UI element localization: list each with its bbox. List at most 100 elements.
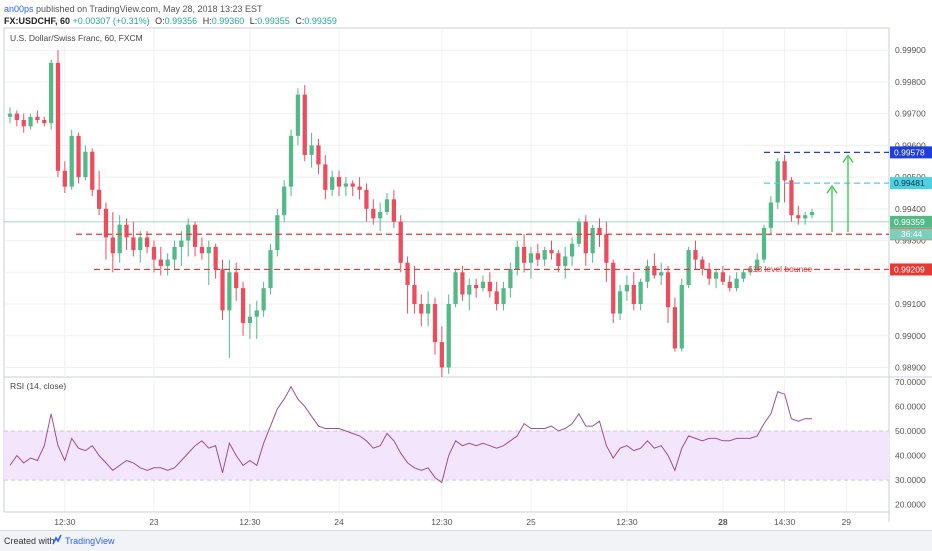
high-value: 0.99360 xyxy=(211,16,245,26)
candle-body xyxy=(14,113,19,121)
candle-body xyxy=(460,272,465,295)
candle-body xyxy=(761,227,767,260)
price-pane-title: U.S. Dollar/Swiss Franc, 60, FXCM xyxy=(10,33,143,43)
candle-body xyxy=(261,288,266,311)
publish-info: an00ps published on TradingView.com, May… xyxy=(4,4,263,14)
candle-body xyxy=(659,272,664,276)
candle-body xyxy=(144,237,150,247)
arrow-head xyxy=(826,185,838,194)
candle-body xyxy=(542,250,547,260)
candle-body xyxy=(357,186,362,190)
author-link[interactable]: an00ps xyxy=(4,4,34,14)
candle-body xyxy=(384,199,390,213)
candle-body xyxy=(631,284,636,305)
candle-body xyxy=(590,227,595,254)
candle-body xyxy=(151,246,157,260)
candle-body xyxy=(282,186,287,216)
close-label: C: xyxy=(295,16,305,26)
time-tick-label: 12:30 xyxy=(239,517,261,527)
footer-bar: Created with TradingView xyxy=(0,530,932,551)
last-price-label: 0.99359 xyxy=(894,217,925,227)
change-value: +0.00307 (+0.31%) xyxy=(72,16,150,26)
candle-body xyxy=(110,237,115,254)
candle-body xyxy=(316,145,321,165)
price-tick-label: 0.99000 xyxy=(895,331,926,341)
annotation-label: 618 level bounce xyxy=(748,264,813,274)
time-tick-label: 28 xyxy=(718,517,728,527)
candle-body xyxy=(432,304,438,343)
tradingview-link[interactable]: TradingView xyxy=(65,536,115,546)
candle-body xyxy=(49,62,54,124)
open-value: 0.99356 xyxy=(164,16,198,26)
candle-body xyxy=(103,208,109,238)
candle-body xyxy=(713,272,719,279)
rsi-pane-title: RSI (14, close) xyxy=(10,381,66,391)
candle-body xyxy=(576,221,582,244)
candle-body xyxy=(521,246,527,263)
time-tick-label: 24 xyxy=(334,517,344,527)
candle-body xyxy=(138,237,143,251)
candle-body xyxy=(268,250,273,289)
ohlc-legend: FX:USDCHF, 60 +0.00307 (+0.31%) O:0.9935… xyxy=(4,16,337,26)
candle-body xyxy=(35,116,40,121)
candle-body xyxy=(295,94,301,136)
level-price-tag xyxy=(890,146,932,159)
candle-body xyxy=(617,291,623,314)
candle-body xyxy=(398,221,403,263)
candle-body xyxy=(117,224,122,254)
rsi-tick-label: 40.0000 xyxy=(895,451,926,461)
rsi-tick-label: 70.0000 xyxy=(895,377,926,387)
close-value: 0.99359 xyxy=(304,16,337,26)
candle-body xyxy=(645,265,650,282)
candle-body xyxy=(220,269,225,311)
candle-body xyxy=(446,304,451,368)
candle-body xyxy=(405,262,410,285)
candle-body xyxy=(501,288,506,305)
candle-body xyxy=(508,269,513,289)
candle-body xyxy=(275,215,280,251)
candle-body xyxy=(350,183,355,187)
candle-body xyxy=(240,288,246,324)
price-chart[interactable]: 0.999000.998000.997000.996000.995000.994… xyxy=(0,0,932,530)
rsi-axis-ticks: 70.0000 60.0000 50.0000 40.0000 30.0000 20.00… xyxy=(895,377,926,510)
price-tick-label: 0.99100 xyxy=(895,299,926,309)
low-label: L: xyxy=(249,16,258,26)
candle-body xyxy=(426,304,431,314)
candle-body xyxy=(604,234,609,263)
candle-body xyxy=(227,272,232,311)
time-tick-label: 14:30 xyxy=(774,517,796,527)
candle-body xyxy=(569,243,575,257)
candle-body xyxy=(809,212,815,216)
price-tick-label: 0.99900 xyxy=(895,45,926,55)
candle-body xyxy=(741,272,746,279)
time-tick-label: 12:30 xyxy=(431,517,453,527)
candle-body xyxy=(528,253,534,263)
candle-body xyxy=(494,291,499,305)
candle-body xyxy=(803,215,808,219)
candle-body xyxy=(28,116,33,127)
candle-body xyxy=(7,113,13,117)
candle-body xyxy=(693,250,698,260)
candle-body xyxy=(473,284,479,289)
candle-body xyxy=(172,246,177,260)
level-price-tag xyxy=(890,263,932,276)
candle-body xyxy=(467,284,472,295)
countdown-tag xyxy=(890,228,932,240)
created-with-text: Created with xyxy=(4,536,55,546)
rsi-tick-label: 30.0000 xyxy=(895,475,926,485)
candle-body xyxy=(775,161,780,203)
candle-body xyxy=(796,215,801,219)
level-price-tag xyxy=(890,177,932,190)
time-tick-label: 23 xyxy=(149,517,159,527)
high-label: H: xyxy=(202,16,212,26)
candle-body xyxy=(412,284,417,305)
symbol-label: FX:USDCHF, 60 xyxy=(4,16,71,26)
price-axis-ticks: 0.999000.998000.997000.996000.995000.994… xyxy=(4,45,926,372)
candle-body xyxy=(234,272,239,289)
candle-body xyxy=(62,170,67,187)
price-tick-label: 0.99500 xyxy=(895,172,926,182)
candle-body xyxy=(371,208,376,219)
candle-body xyxy=(700,259,705,270)
rsi-tick-label: 60.0000 xyxy=(895,401,926,411)
candle-body xyxy=(535,253,540,260)
